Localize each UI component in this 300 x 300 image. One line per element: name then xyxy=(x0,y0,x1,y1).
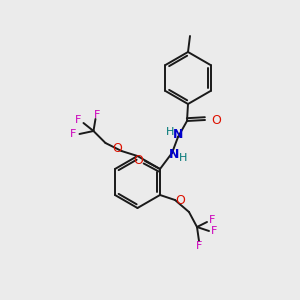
Text: O: O xyxy=(211,113,221,127)
Text: H: H xyxy=(166,127,174,137)
Text: O: O xyxy=(175,194,185,208)
Text: F: F xyxy=(75,115,82,125)
Text: F: F xyxy=(209,215,215,225)
Text: O: O xyxy=(133,154,143,166)
Text: O: O xyxy=(112,142,122,155)
Text: H: H xyxy=(179,153,187,163)
Text: F: F xyxy=(70,129,77,139)
Text: N: N xyxy=(173,128,183,140)
Text: F: F xyxy=(211,226,217,236)
Text: F: F xyxy=(94,110,101,120)
Text: F: F xyxy=(196,241,202,251)
Text: N: N xyxy=(169,148,179,161)
